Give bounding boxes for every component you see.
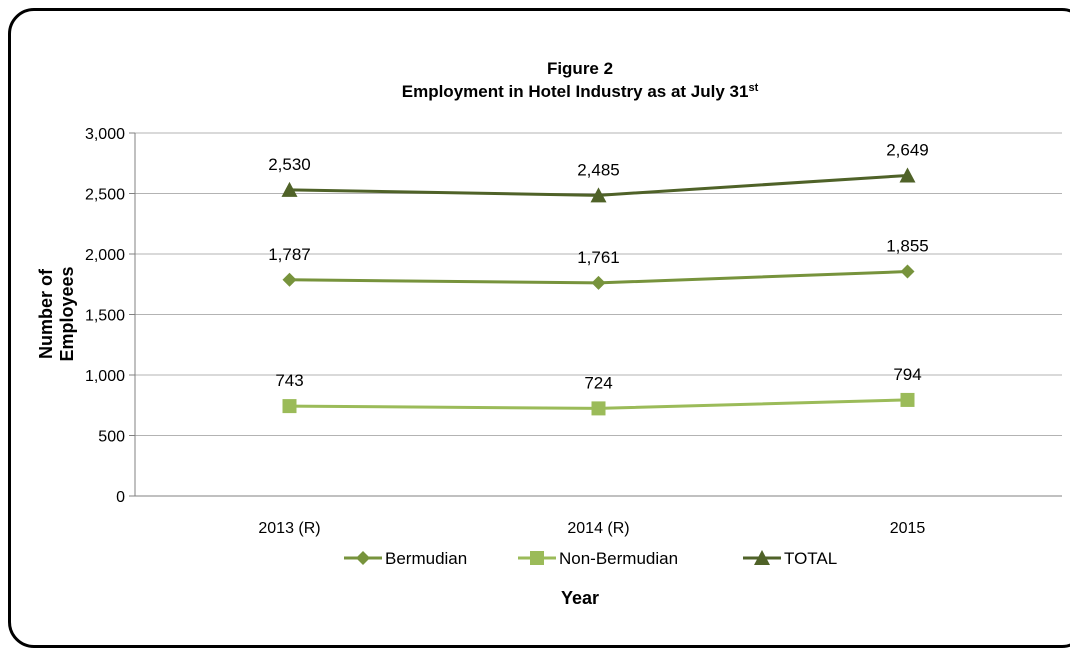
x-axis-title: Year — [561, 588, 599, 608]
y-axis-title: Number of Employees — [36, 266, 77, 361]
series-group — [281, 167, 916, 416]
bermudian-point — [900, 264, 915, 279]
x-tick-label: 2013 (R) — [258, 520, 320, 537]
y-tick-label: 2,500 — [85, 187, 125, 204]
total-data-label: 2,485 — [577, 160, 620, 179]
chart-title-main: Employment in Hotel Industry as at July … — [402, 82, 749, 101]
legend-total-label: TOTAL — [784, 549, 837, 568]
legend-bermudian-marker — [356, 551, 370, 565]
legend-non-bermudian-marker — [530, 551, 544, 565]
y-tick-label: 3,000 — [85, 126, 125, 143]
y-tick-label: 1,500 — [85, 308, 125, 325]
chart-title-line2: Employment in Hotel Industry as at July … — [402, 82, 759, 101]
total-data-label: 2,530 — [268, 155, 311, 174]
y-axis-title-line1: Number of — [36, 268, 56, 359]
bermudian-data-label: 1,787 — [268, 245, 311, 264]
non-bermudian-point — [900, 392, 915, 407]
chart-title-superscript: st — [748, 82, 758, 94]
x-tick-labels: 2013 (R) 2014 (R) 2015 — [258, 520, 925, 537]
non-bermudian-data-label: 743 — [275, 371, 303, 390]
total-point — [281, 181, 298, 197]
y-tick-label: 500 — [98, 429, 125, 446]
x-tick-label: 2015 — [890, 520, 926, 537]
y-tick-label: 1,000 — [85, 368, 125, 385]
data-labels-group: 1,787 1,761 1,855 743 724 794 2,530 2,485 2,649 — [268, 140, 929, 392]
non-bermudian-point — [282, 399, 297, 414]
chart-title-line1: Figure 2 — [547, 59, 613, 78]
bermudian-point — [591, 275, 606, 290]
y-axis-title-line2: Employees — [57, 266, 77, 361]
gridlines — [129, 132, 1062, 497]
y-tick-labels: 0 500 1,000 1,500 2,000 2,500 3,000 — [85, 126, 125, 506]
y-tick-label: 0 — [116, 489, 125, 506]
bermudian-data-label: 1,761 — [577, 248, 620, 267]
legend: Bermudian Non-Bermudian TOTAL — [344, 549, 837, 568]
bermudian-data-label: 1,855 — [886, 237, 929, 256]
legend-total-marker — [754, 550, 770, 565]
legend-bermudian-label: Bermudian — [385, 549, 467, 568]
non-bermudian-data-label: 794 — [893, 365, 921, 384]
y-tick-label: 2,000 — [85, 247, 125, 264]
bermudian-point — [282, 272, 297, 287]
non-bermudian-point — [591, 401, 606, 416]
total-data-label: 2,649 — [886, 140, 929, 159]
total-point — [899, 167, 916, 183]
x-tick-label: 2014 (R) — [567, 520, 629, 537]
non-bermudian-data-label: 724 — [584, 373, 612, 392]
total-point — [590, 187, 607, 203]
legend-non-bermudian-label: Non-Bermudian — [559, 549, 678, 568]
line-chart: Figure 2 Employment in Hotel Industry as… — [36, 59, 1062, 608]
